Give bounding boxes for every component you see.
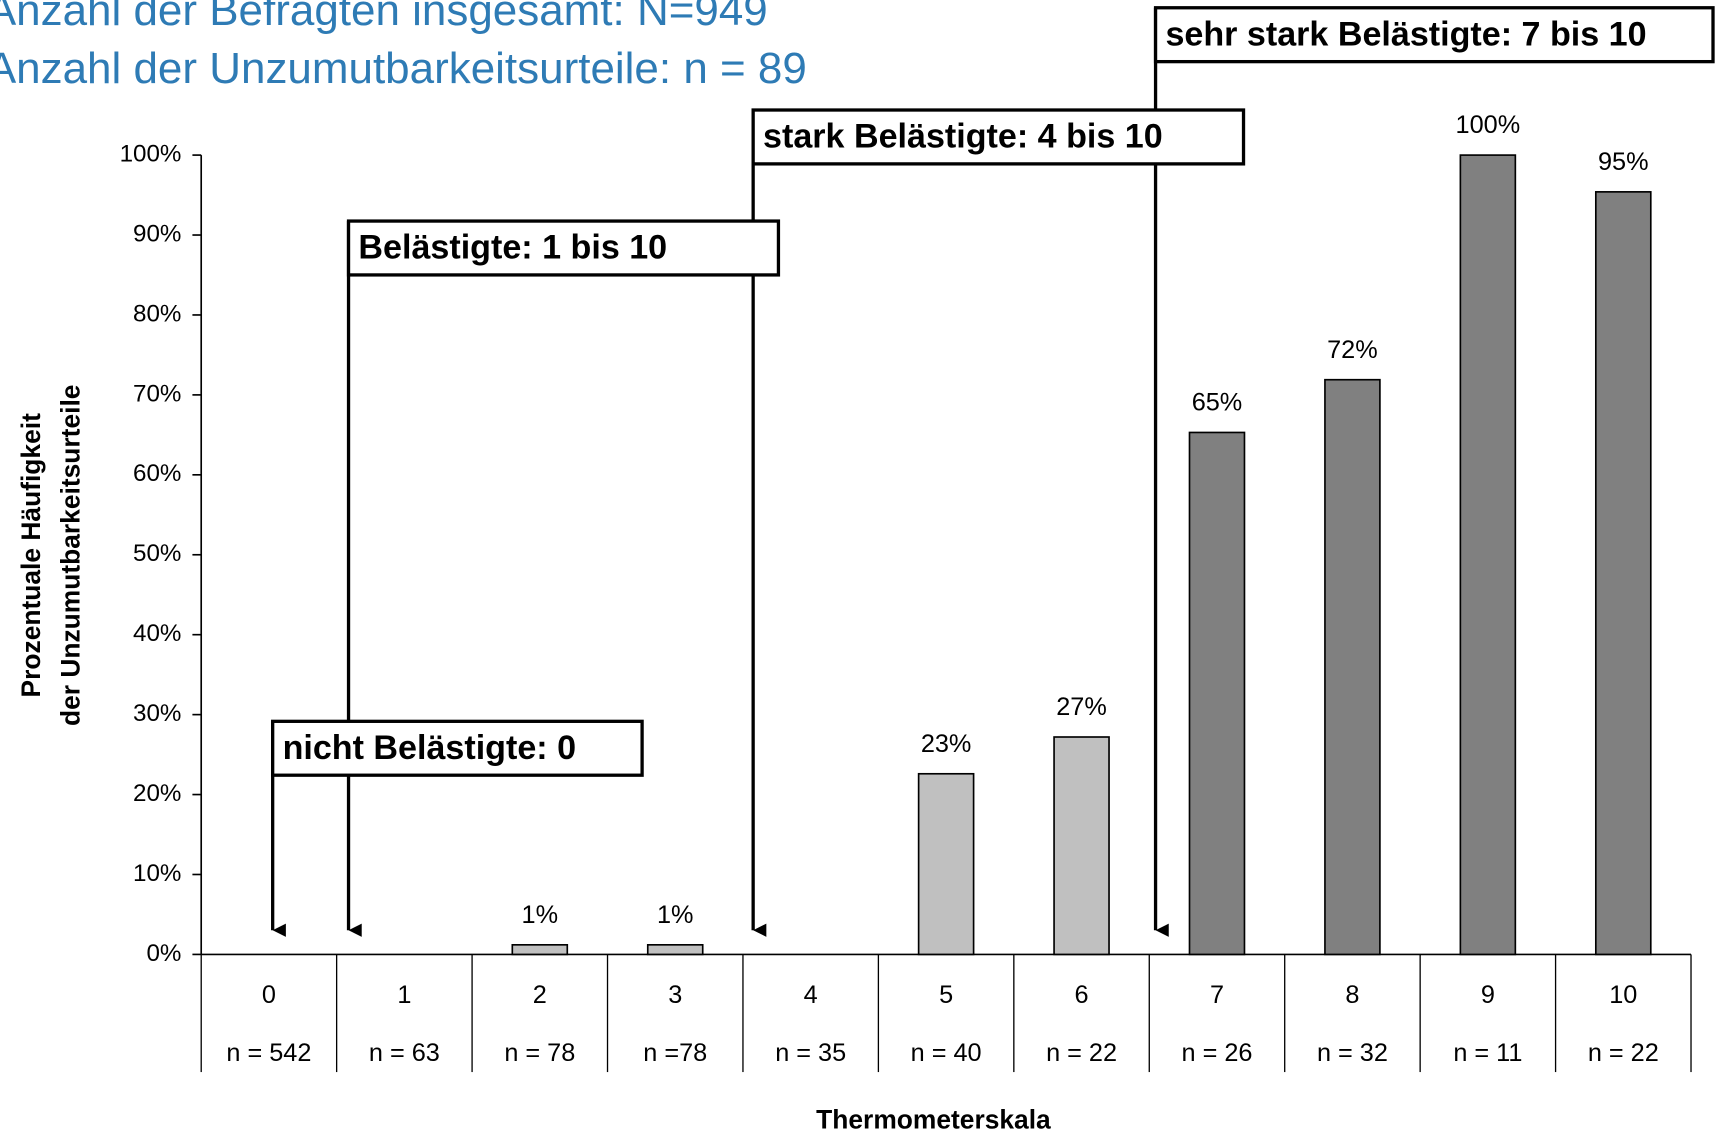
annotation-label: nicht Belästigte: 0	[283, 729, 577, 767]
x-tick-label: 7	[1210, 981, 1224, 1009]
annotation-label: sehr stark Belästigte: 7 bis 10	[1165, 15, 1646, 53]
y-axis-title: der Unzumutbarkeitsurteile	[56, 385, 86, 726]
header-line: Anzahl der Unzumutbarkeitsurteile: n = 8…	[0, 44, 807, 93]
sample-size: n = 35	[775, 1039, 846, 1067]
annotation-box	[346, 219, 781, 277]
x-tick-label: 2	[533, 981, 547, 1009]
y-tick-label: 10%	[133, 860, 181, 887]
y-tick-label: 40%	[133, 620, 181, 647]
x-tick-label: 10	[1609, 981, 1637, 1009]
sample-size: n = 542	[226, 1039, 311, 1067]
y-tick-label: 50%	[133, 540, 181, 567]
sample-size: n =78	[643, 1039, 707, 1067]
data-label: 1%	[522, 901, 559, 929]
bar	[1324, 378, 1381, 956]
data-label: 23%	[921, 730, 972, 758]
x-tick-label: 0	[262, 981, 276, 1009]
annotation-box	[1153, 6, 1715, 64]
sample-size: n = 11	[1453, 1039, 1522, 1067]
bar	[646, 944, 704, 956]
sample-size: n = 26	[1182, 1039, 1253, 1067]
sample-size: n = 22	[1046, 1039, 1117, 1067]
x-tick-label: 4	[804, 981, 818, 1009]
y-tick-label: 70%	[133, 380, 181, 407]
sample-size: n = 63	[369, 1039, 440, 1067]
y-tick-label: 30%	[133, 700, 181, 727]
y-tick-label: 80%	[133, 300, 181, 327]
header-line: Anzahl der Befragten insgesamt: N=949	[0, 0, 768, 35]
x-tick-label: 8	[1345, 981, 1359, 1009]
bar	[1459, 154, 1517, 956]
x-tick-label: 9	[1481, 981, 1495, 1009]
x-tick-label: 6	[1075, 981, 1089, 1009]
y-tick-label: 60%	[133, 460, 181, 487]
x-axis-title: Thermometerskala	[816, 1105, 1051, 1135]
annotation-label: Belästigte: 1 bis 10	[358, 229, 667, 267]
sample-size: n = 40	[911, 1039, 982, 1067]
annotation-box	[271, 719, 644, 777]
x-tick-label: 1	[397, 981, 411, 1009]
bar	[917, 772, 975, 956]
data-label: 72%	[1327, 336, 1378, 364]
annotation-label: stark Belästigte: 4 bis 10	[763, 118, 1163, 156]
data-label: 100%	[1456, 111, 1521, 139]
sample-size: n = 22	[1588, 1039, 1659, 1067]
y-tick-label: 90%	[133, 220, 181, 247]
bar	[1594, 191, 1652, 956]
data-label: 65%	[1192, 389, 1243, 417]
y-tick-label: 100%	[120, 140, 182, 167]
bar	[1188, 431, 1246, 956]
data-label: 95%	[1598, 148, 1649, 176]
y-tick-label: 0%	[146, 940, 181, 967]
annotation-box	[751, 108, 1246, 166]
data-label: 1%	[657, 901, 694, 929]
sample-size: n = 32	[1317, 1039, 1388, 1067]
bar	[1053, 736, 1110, 956]
sample-size: n = 78	[504, 1039, 575, 1067]
bar	[511, 944, 569, 956]
y-tick-label: 20%	[133, 780, 181, 807]
x-tick-label: 5	[939, 981, 953, 1009]
data-label: 27%	[1056, 693, 1107, 721]
y-axis-title: Prozentuale Häufigkeit	[16, 413, 46, 698]
x-tick-label: 3	[668, 981, 682, 1009]
